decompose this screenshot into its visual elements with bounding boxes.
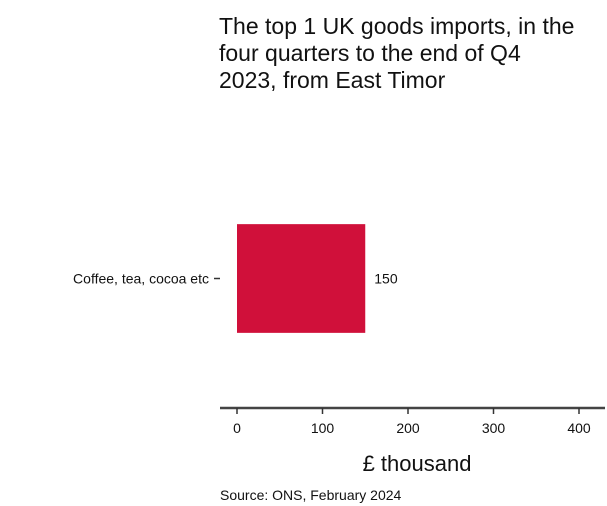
x-tick-label: 400 — [567, 420, 591, 436]
bars: 150 — [237, 224, 398, 333]
bar — [237, 224, 366, 333]
x-axis-title: £ thousand — [363, 451, 472, 476]
category-label: Coffee, tea, cocoa etc — [73, 271, 209, 287]
y-axis: Coffee, tea, cocoa etc — [73, 271, 220, 287]
x-tick-label: 0 — [233, 420, 241, 436]
x-tick-label: 200 — [396, 420, 420, 436]
chart-title: The top 1 UK goods imports, in the four … — [219, 13, 575, 93]
source-note: Source: ONS, February 2024 — [220, 487, 402, 503]
x-tick-label: 100 — [311, 420, 335, 436]
bar-value-label: 150 — [374, 271, 398, 287]
x-axis: 0 100 200 300 400 — [220, 406, 605, 436]
x-tick-label: 300 — [482, 420, 506, 436]
